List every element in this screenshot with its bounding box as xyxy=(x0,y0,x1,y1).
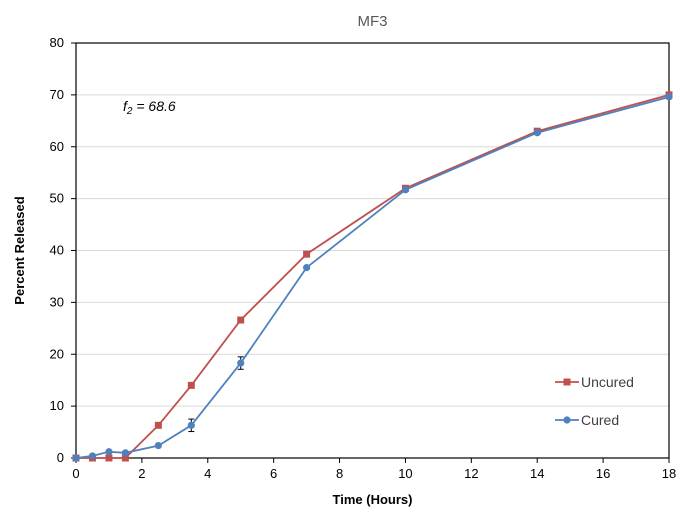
data-point-cured xyxy=(187,421,195,429)
data-point-cured xyxy=(121,449,130,457)
y-tick-label: 70 xyxy=(50,87,64,102)
legend-marker-uncured xyxy=(563,378,571,386)
chart-title: MF3 xyxy=(358,13,388,30)
x-tick-label: 10 xyxy=(398,466,412,481)
series-cured xyxy=(72,93,673,462)
series-layer xyxy=(72,91,673,462)
f2-annotation-sub: 2 xyxy=(126,106,133,117)
legend: Uncured Cured xyxy=(555,374,634,428)
data-point-cured xyxy=(303,264,311,272)
data-point-uncured xyxy=(303,250,311,258)
data-point-uncured xyxy=(105,454,113,462)
y-tick-label: 80 xyxy=(50,35,64,50)
y-tick-label: 20 xyxy=(50,346,64,361)
legend-label-uncured: Uncured xyxy=(581,374,634,390)
x-tick-label: 12 xyxy=(464,466,478,481)
legend-label-cured: Cured xyxy=(581,412,619,428)
data-point-uncured xyxy=(121,454,129,462)
x-tick-label: 4 xyxy=(204,466,211,481)
x-tick-label: 18 xyxy=(662,466,676,481)
data-point-uncured xyxy=(187,381,195,389)
y-tick-label: 30 xyxy=(50,294,64,309)
data-point-cured xyxy=(154,441,162,450)
legend-item-cured: Cured xyxy=(555,412,619,428)
data-point-uncured xyxy=(237,316,245,324)
series-line-cured xyxy=(75,96,670,459)
data-point-cured xyxy=(72,454,80,462)
y-tick-label: 50 xyxy=(50,191,64,206)
legend-item-uncured: Uncured xyxy=(555,374,634,390)
data-point-cured xyxy=(105,448,113,456)
y-tick-label: 60 xyxy=(50,139,64,154)
series-line-uncured xyxy=(76,94,670,459)
x-tick-label: 2 xyxy=(138,466,145,481)
data-point-cured xyxy=(665,93,673,101)
x-tick-label: 14 xyxy=(530,466,544,481)
y-tick-label: 10 xyxy=(50,398,64,413)
f2-annotation-main: f xyxy=(123,98,129,114)
f2-annotation-value: = 68.6 xyxy=(132,98,175,114)
tick-layer: 0 10 20 30 40 50 60 70 80 0 2 4 6 8 10 12 14 16 18 xyxy=(50,35,677,481)
x-axis-label: Time (Hours) xyxy=(333,492,413,507)
data-point-cured xyxy=(533,129,541,137)
data-point-cured xyxy=(88,452,97,460)
legend-marker-cured xyxy=(563,416,571,424)
x-tick-label: 6 xyxy=(270,466,277,481)
data-point-cured xyxy=(237,359,245,367)
data-point-uncured xyxy=(154,421,162,429)
f2-annotation: f2 = 68.6 xyxy=(123,98,176,117)
y-tick-label: 40 xyxy=(50,243,64,258)
data-point-cured xyxy=(401,186,410,194)
y-tick-label: 0 xyxy=(57,450,64,465)
x-tick-label: 8 xyxy=(336,466,343,481)
x-tick-label: 16 xyxy=(596,466,610,481)
x-tick-label: 0 xyxy=(72,466,79,481)
y-axis-label: Percent Released xyxy=(12,196,27,304)
